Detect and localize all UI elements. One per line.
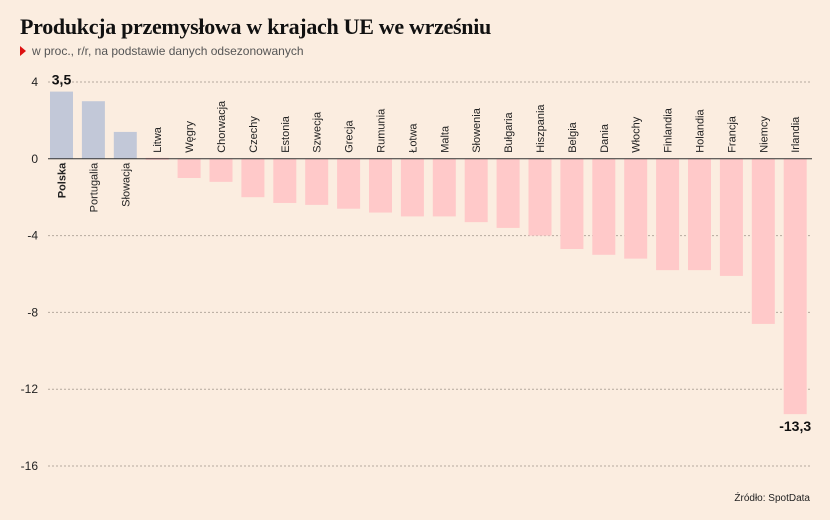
bar <box>560 158 584 250</box>
bar <box>528 158 552 236</box>
category-label: Szwecja <box>312 111 324 153</box>
y-tick-label: 4 <box>31 75 38 89</box>
bar <box>496 158 520 228</box>
y-tick-label: -8 <box>27 305 38 319</box>
category-label: Niemcy <box>758 116 770 153</box>
chart-title: Produkcja przemysłowa w krajach UE we wr… <box>20 14 491 39</box>
bar <box>432 158 456 217</box>
triangle-marker-icon <box>20 46 26 56</box>
bar <box>719 158 743 276</box>
bar <box>50 91 73 159</box>
category-label: Grecja <box>344 120 356 153</box>
category-label: Słowacja <box>120 162 132 207</box>
chart-subtitle: w proc., r/r, na podstawie danych odsezo… <box>20 44 304 58</box>
bar <box>209 158 233 182</box>
category-label: Hiszpania <box>535 104 547 153</box>
data-label: -13,3 <box>779 418 811 434</box>
bar <box>177 158 201 178</box>
bar <box>241 158 265 198</box>
category-label: Węgry <box>184 121 196 153</box>
bar <box>337 158 361 209</box>
bar <box>656 158 680 271</box>
bar <box>273 158 297 203</box>
data-label: 3,5 <box>52 72 72 88</box>
bar <box>783 158 807 415</box>
category-label: Estonia <box>280 115 292 153</box>
category-label: Dania <box>599 123 611 153</box>
category-label: Francja <box>726 115 738 153</box>
category-label: Litwa <box>152 126 164 153</box>
category-label: Chorwacja <box>216 100 228 153</box>
y-tick-label: -16 <box>21 459 39 473</box>
category-label: Malta <box>439 125 451 153</box>
bar <box>688 158 711 271</box>
bar <box>751 158 775 324</box>
y-tick-label: -12 <box>21 382 39 396</box>
bar <box>592 158 616 255</box>
category-label: Holandia <box>695 108 707 152</box>
category-label: Czechy <box>248 116 260 153</box>
category-label: Rumunia <box>376 108 388 153</box>
category-label: Słowenia <box>471 107 483 153</box>
category-label: Polska <box>57 162 69 198</box>
chart-subtitle-text: w proc., r/r, na podstawie danych odsezo… <box>32 44 304 58</box>
y-tick-label: -4 <box>27 229 38 243</box>
category-label: Bułgaria <box>503 112 515 153</box>
bar <box>113 131 137 159</box>
y-tick-label: 0 <box>31 152 38 166</box>
bar <box>305 158 329 205</box>
source-note: Źródło: SpotData <box>734 493 810 504</box>
bar <box>369 158 392 213</box>
bar <box>400 158 424 217</box>
category-label: Irlandia <box>790 116 802 153</box>
category-label: Łotwa <box>407 123 419 153</box>
category-label: Finlandia <box>663 107 675 153</box>
bar <box>624 158 648 259</box>
category-label: Włochy <box>631 116 643 153</box>
category-label: Portugalia <box>88 162 100 212</box>
bar <box>464 158 488 223</box>
bar <box>81 101 105 159</box>
category-label: Belgia <box>567 121 579 152</box>
